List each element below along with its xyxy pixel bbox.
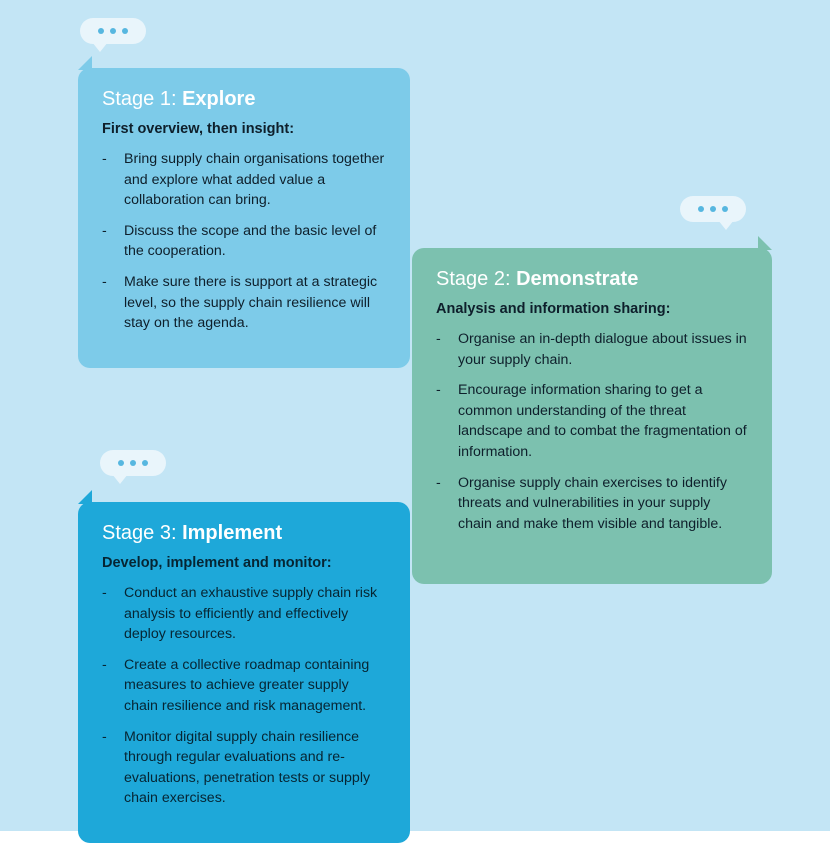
stage-item: Monitor digital supply chain resilience … bbox=[102, 727, 386, 809]
dot-icon bbox=[118, 460, 124, 466]
card-notch-icon bbox=[758, 236, 772, 250]
dot-icon bbox=[110, 28, 116, 34]
dot-icon bbox=[710, 206, 716, 212]
speech-dots-tail bbox=[718, 220, 734, 230]
speech-dots-implement bbox=[100, 450, 166, 476]
dot-icon bbox=[98, 28, 104, 34]
stage-title: Stage 3: Implement bbox=[102, 522, 386, 545]
stage-item-list: Organise an in-depth dialogue about issu… bbox=[436, 329, 748, 534]
dot-icon bbox=[142, 460, 148, 466]
stage-title-bold: Implement bbox=[182, 522, 282, 544]
dot-icon bbox=[698, 206, 704, 212]
stage-item: Discuss the scope and the basic level of… bbox=[102, 221, 386, 262]
stage-title: Stage 1: Explore bbox=[102, 88, 386, 111]
stage-title-bold: Demonstrate bbox=[516, 268, 638, 290]
card-notch-icon bbox=[78, 490, 92, 504]
stage-title-prefix: Stage 1: bbox=[102, 88, 177, 110]
dot-icon bbox=[130, 460, 136, 466]
stage-item: Organise an in-depth dialogue about issu… bbox=[436, 329, 748, 370]
stage-item-list: Conduct an exhaustive supply chain risk … bbox=[102, 583, 386, 809]
stage-subheading: Develop, implement and monitor: bbox=[102, 555, 386, 571]
dot-icon bbox=[722, 206, 728, 212]
infographic-canvas: Stage 1: Explore First overview, then ins… bbox=[0, 0, 830, 831]
stage-title-prefix: Stage 2: bbox=[436, 268, 511, 290]
stage-title: Stage 2: Demonstrate bbox=[436, 268, 748, 291]
dot-icon bbox=[122, 28, 128, 34]
stage-item: Make sure there is support at a strategi… bbox=[102, 272, 386, 334]
stage-card-demonstrate: Stage 2: Demonstrate Analysis and informa… bbox=[412, 248, 772, 584]
stage-item: Organise supply chain exercises to ident… bbox=[436, 473, 748, 535]
stage-card-explore: Stage 1: Explore First overview, then ins… bbox=[78, 68, 410, 368]
stage-item: Encourage information sharing to get a c… bbox=[436, 380, 748, 462]
stage-title-bold: Explore bbox=[182, 88, 255, 110]
stage-item: Bring supply chain organisations togethe… bbox=[102, 149, 386, 211]
stage-item: Conduct an exhaustive supply chain risk … bbox=[102, 583, 386, 645]
speech-dots-explore bbox=[80, 18, 146, 44]
stage-subheading: Analysis and information sharing: bbox=[436, 301, 748, 317]
stage-item: Create a collective roadmap containing m… bbox=[102, 655, 386, 717]
stage-title-prefix: Stage 3: bbox=[102, 522, 177, 544]
speech-dots-tail bbox=[92, 42, 108, 52]
card-notch-icon bbox=[78, 56, 92, 70]
stage-card-implement: Stage 3: Implement Develop, implement and… bbox=[78, 502, 410, 843]
speech-dots-tail bbox=[112, 474, 128, 484]
stage-item-list: Bring supply chain organisations togethe… bbox=[102, 149, 386, 334]
stage-subheading: First overview, then insight: bbox=[102, 121, 386, 137]
speech-dots-demonstrate bbox=[680, 196, 746, 222]
